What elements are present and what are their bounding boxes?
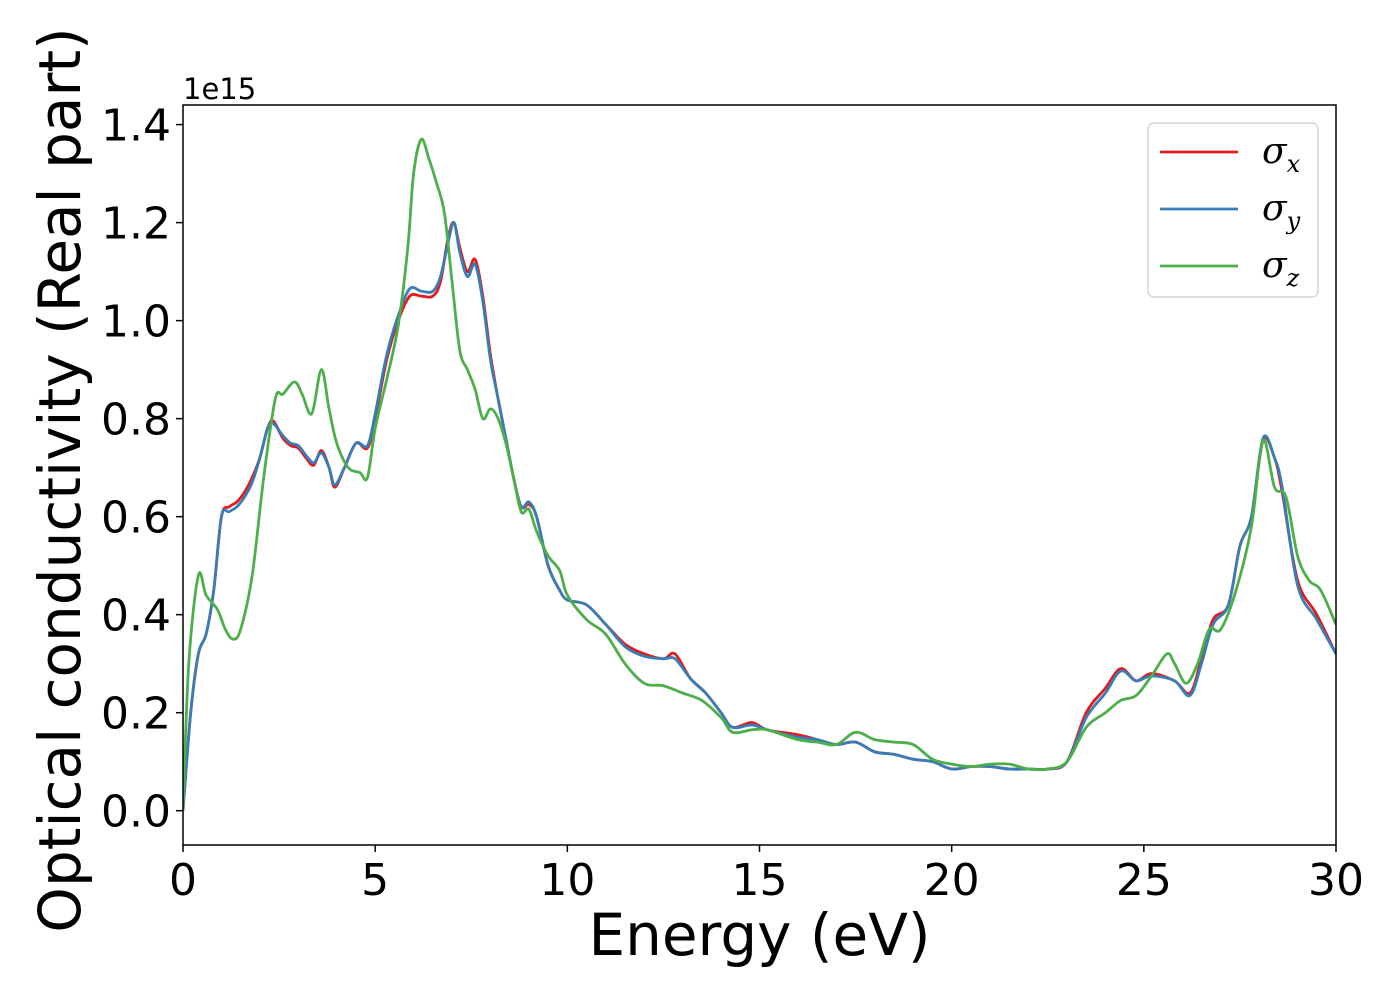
y-axis-offset-label: 1e15 [183, 72, 256, 106]
y-axis-title: Optical conductivity (Real part) [26, 27, 94, 932]
x-tick-label: 30 [1308, 855, 1364, 906]
legend-label-x: σx [1262, 131, 1301, 178]
legend-symbol: σ [1262, 188, 1288, 229]
y-tick-label: 0.6 [101, 493, 171, 544]
y-tick-label: 0.8 [101, 395, 171, 446]
legend-symbol: σ [1262, 245, 1288, 286]
legend-subscript: y [1286, 207, 1301, 235]
y-tick-label: 1.4 [101, 101, 171, 152]
series-layer [183, 137, 1336, 811]
legend-label-y: σy [1262, 188, 1301, 235]
x-tick-label: 10 [539, 855, 595, 906]
y-tick-label: 0.2 [101, 689, 171, 740]
legend-subscript: z [1286, 264, 1300, 292]
y-tick-label: 1.0 [101, 297, 171, 348]
x-tick-label: 25 [1116, 855, 1172, 906]
x-axis: 0 5 10 15 20 25 30 [169, 845, 1364, 906]
y-tick-label: 1.2 [101, 199, 171, 250]
legend-subscript: x [1287, 150, 1301, 178]
x-tick-label: 0 [169, 855, 197, 906]
legend-label-z: σz [1262, 245, 1300, 292]
x-tick-label: 5 [361, 855, 389, 906]
legend-symbol: σ [1262, 131, 1288, 172]
y-tick-label: 0.4 [101, 591, 171, 642]
series-line-z [183, 137, 1336, 811]
y-tick-label: 0.0 [101, 787, 171, 838]
x-tick-label: 15 [732, 855, 788, 906]
x-tick-label: 20 [924, 855, 980, 906]
series-line-y [183, 221, 1336, 811]
x-axis-title: Energy (eV) [588, 901, 930, 969]
y-axis: 0.0 0.2 0.4 0.6 0.8 1.0 1.2 1.4 [101, 101, 183, 838]
